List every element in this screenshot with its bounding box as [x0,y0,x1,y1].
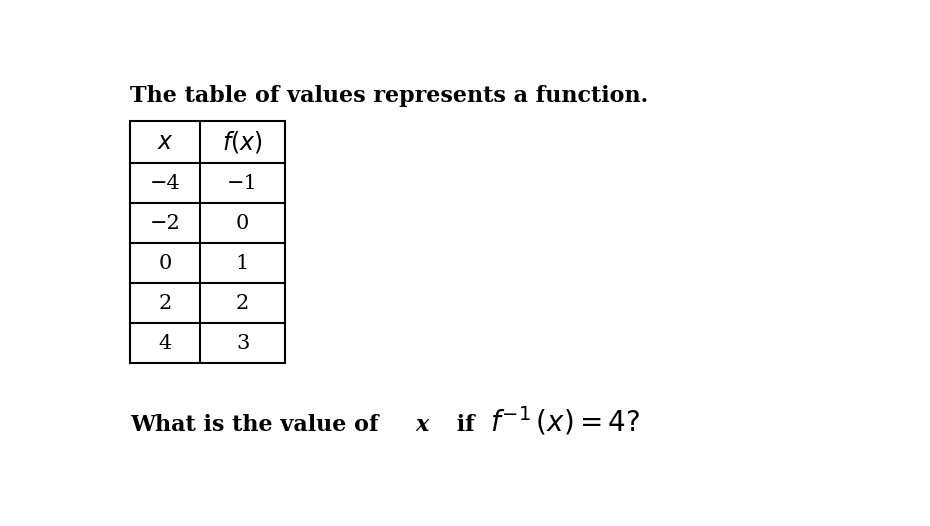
Text: −2: −2 [150,214,180,233]
Text: 0: 0 [158,254,172,273]
Text: $\mathbf{\mathit{f(x)}}$: $\mathbf{\mathit{f(x)}}$ [222,129,263,155]
Text: −1: −1 [227,174,258,193]
Text: $f^{-1}\/(x) = 4?$: $f^{-1}\/(x) = 4?$ [490,404,640,437]
Text: if: if [448,414,482,436]
Text: 4: 4 [158,334,172,353]
Bar [130,121,286,363]
Text: 2: 2 [236,294,249,313]
Text: 0: 0 [236,214,249,233]
Text: 3: 3 [236,334,249,353]
Text: −4: −4 [150,174,180,193]
Text: 2: 2 [158,294,172,313]
Text: What is the value of: What is the value of [130,414,387,436]
Text: The table of values represents a function.: The table of values represents a functio… [130,85,648,107]
Text: x: x [416,414,429,436]
Text: $\mathit{x}$: $\mathit{x}$ [156,130,174,154]
Text: 1: 1 [236,254,249,273]
